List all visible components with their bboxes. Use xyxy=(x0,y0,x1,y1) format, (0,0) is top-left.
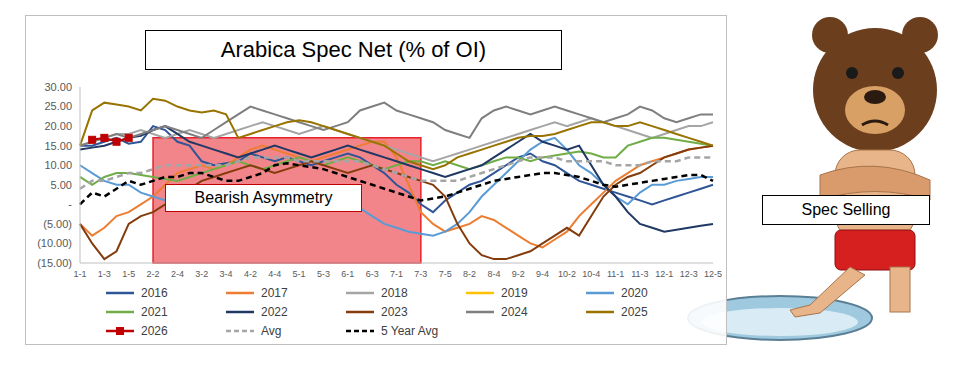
svg-text:9-2: 9-2 xyxy=(512,269,525,279)
svg-text:7-1: 7-1 xyxy=(390,269,403,279)
html-text:2023: 2023 xyxy=(381,304,408,319)
html-text:2016: 2016 xyxy=(141,285,168,300)
html-text:2021: 2021 xyxy=(141,304,168,319)
svg-text:10-2: 10-2 xyxy=(558,269,576,279)
html-text:2020: 2020 xyxy=(621,285,648,300)
svg-text:(5.00): (5.00) xyxy=(43,218,72,230)
svg-text:6-1: 6-1 xyxy=(341,269,354,279)
svg-text:5-1: 5-1 xyxy=(293,269,306,279)
svg-text:1-5: 1-5 xyxy=(122,269,135,279)
html-text:Avg: Avg xyxy=(261,323,282,338)
svg-text:4-2: 4-2 xyxy=(244,269,257,279)
svg-text:11-1: 11-1 xyxy=(607,269,624,279)
html-text:2018: 2018 xyxy=(381,285,408,300)
svg-text:10-4: 10-4 xyxy=(582,269,600,279)
html-text:2017: 2017 xyxy=(261,285,288,300)
svg-text:3-2: 3-2 xyxy=(195,269,208,279)
svg-text:12-1: 12-1 xyxy=(655,269,673,279)
svg-text:12-5: 12-5 xyxy=(704,269,722,279)
svg-text:(10.00): (10.00) xyxy=(37,237,72,249)
svg-text:15.00: 15.00 xyxy=(44,140,72,152)
html-text:2022: 2022 xyxy=(261,304,288,319)
svg-text:1-3: 1-3 xyxy=(98,269,111,279)
svg-text:3-4: 3-4 xyxy=(220,269,233,279)
svg-text:2-2: 2-2 xyxy=(147,269,160,279)
svg-text:10.00: 10.00 xyxy=(44,159,72,171)
svg-text:11-3: 11-3 xyxy=(631,269,648,279)
svg-text:8-2: 8-2 xyxy=(463,269,476,279)
html-text:Spec Selling: Spec Selling xyxy=(801,201,891,218)
html-text:2026: 2026 xyxy=(141,323,168,338)
svg-text:4-4: 4-4 xyxy=(268,269,281,279)
svg-text:7-3: 7-3 xyxy=(414,269,427,279)
svg-text:2-4: 2-4 xyxy=(171,269,184,279)
svg-text:(15.00): (15.00) xyxy=(37,257,72,269)
html-text:2019: 2019 xyxy=(501,285,528,300)
html-text:5 Year Avg: 5 Year Avg xyxy=(381,323,439,338)
svg-text:25.00: 25.00 xyxy=(44,100,72,112)
svg-text:7-5: 7-5 xyxy=(439,269,452,279)
svg-text:9-4: 9-4 xyxy=(536,269,549,279)
html-text:Bearish Asymmetry: Bearish Asymmetry xyxy=(194,189,333,206)
html-text:Arabica Spec Net (% of OI): Arabica Spec Net (% of OI) xyxy=(220,37,487,62)
svg-text:8-4: 8-4 xyxy=(487,269,500,279)
svg-text:5.00: 5.00 xyxy=(51,179,72,191)
svg-text:6-3: 6-3 xyxy=(366,269,379,279)
svg-text:5-3: 5-3 xyxy=(317,269,330,279)
html-text:2025: 2025 xyxy=(621,304,648,319)
svg-text:30.00: 30.00 xyxy=(44,81,72,93)
html-text:2024: 2024 xyxy=(501,304,528,319)
svg-text:20.00: 20.00 xyxy=(44,120,72,132)
svg-text:1-1: 1-1 xyxy=(73,269,86,279)
svg-text:12-3: 12-3 xyxy=(680,269,698,279)
svg-text:-: - xyxy=(68,198,72,210)
